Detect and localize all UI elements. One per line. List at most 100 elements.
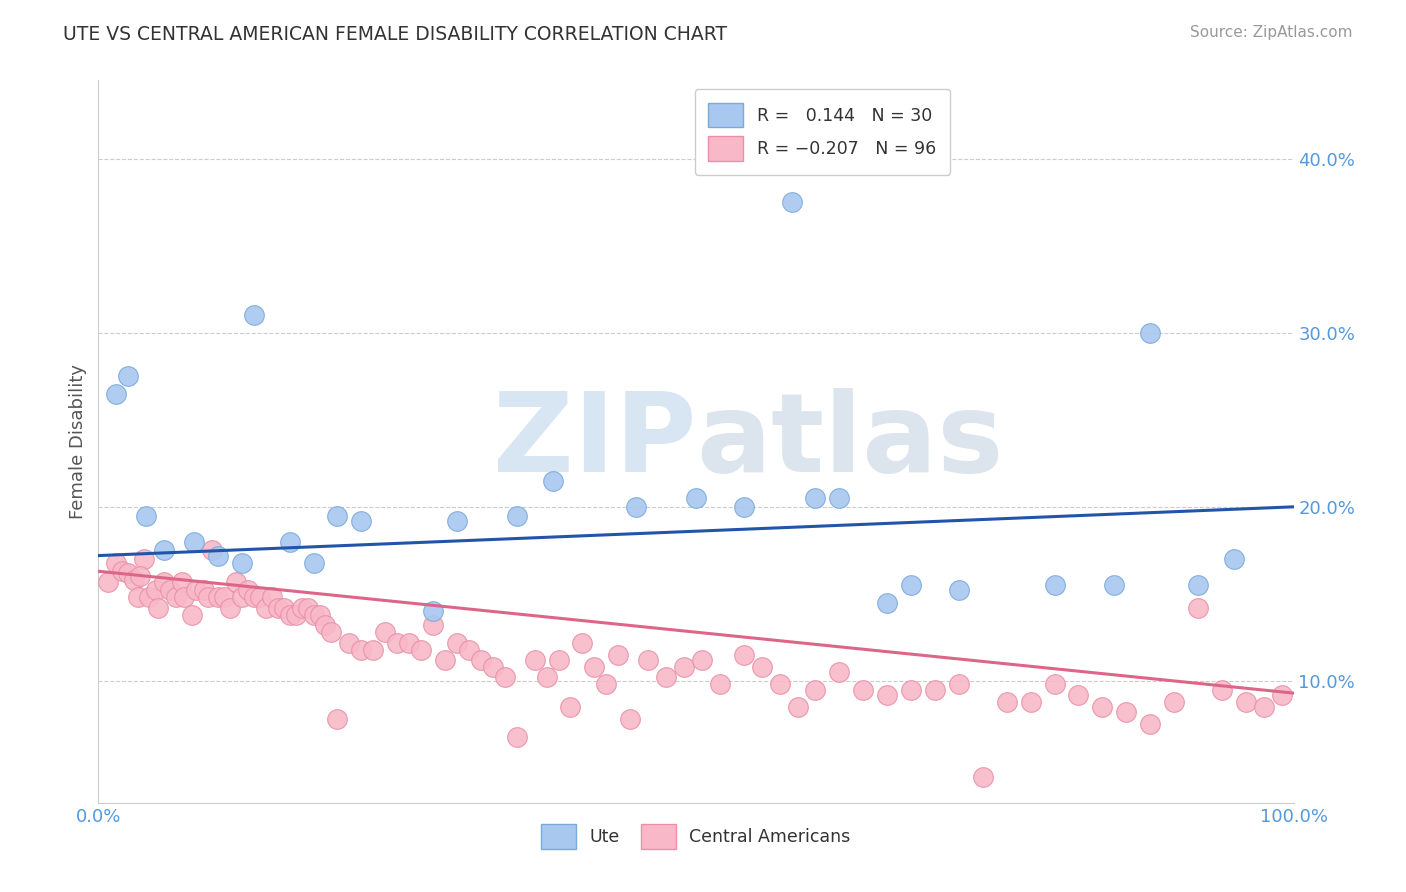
Point <box>117 566 139 580</box>
Point <box>302 556 325 570</box>
Point <box>422 618 444 632</box>
Point <box>172 574 194 589</box>
Point <box>972 770 994 784</box>
Text: Source: ZipAtlas.com: Source: ZipAtlas.com <box>1189 25 1353 40</box>
Point <box>481 660 505 674</box>
Point <box>105 386 128 401</box>
Point <box>411 642 433 657</box>
Point <box>733 648 755 662</box>
Point <box>422 604 444 618</box>
Point <box>1019 695 1042 709</box>
Point <box>673 660 696 674</box>
Point <box>186 583 208 598</box>
Point <box>948 583 970 598</box>
Point <box>506 508 529 523</box>
Point <box>374 625 396 640</box>
Point <box>363 642 385 657</box>
Point <box>804 491 827 505</box>
Point <box>1223 552 1246 566</box>
Point <box>852 682 875 697</box>
Point <box>219 600 242 615</box>
Point <box>619 712 641 726</box>
Point <box>828 491 851 505</box>
Point <box>267 600 290 615</box>
Point <box>273 600 295 615</box>
Point <box>1211 682 1233 697</box>
Point <box>197 591 219 605</box>
Point <box>193 583 215 598</box>
Point <box>212 591 235 605</box>
Point <box>560 700 582 714</box>
Text: ZIP: ZIP <box>492 388 696 495</box>
Point <box>1187 578 1209 592</box>
Point <box>315 618 337 632</box>
Point <box>733 500 755 514</box>
Point <box>900 578 922 592</box>
Point <box>1271 688 1294 702</box>
Point <box>135 508 157 523</box>
Point <box>547 653 569 667</box>
Point <box>1253 700 1275 714</box>
Point <box>159 583 181 598</box>
Point <box>1163 695 1185 709</box>
Point <box>494 670 516 684</box>
Point <box>243 591 266 605</box>
Point <box>655 670 678 684</box>
Text: atlas: atlas <box>696 388 1004 495</box>
Point <box>326 712 349 726</box>
Point <box>207 549 229 563</box>
Point <box>637 653 659 667</box>
Point <box>876 688 898 702</box>
Point <box>995 695 1018 709</box>
Point <box>207 591 229 605</box>
Point <box>124 573 146 587</box>
Point <box>97 574 120 589</box>
Point <box>924 682 946 697</box>
Point <box>350 642 373 657</box>
Point <box>1091 700 1114 714</box>
Point <box>1139 717 1161 731</box>
Point <box>583 660 606 674</box>
Point <box>350 514 373 528</box>
Point <box>768 677 790 691</box>
Point <box>243 308 266 322</box>
Point <box>536 670 558 684</box>
Point <box>132 552 155 566</box>
Point <box>173 591 195 605</box>
Point <box>571 635 593 649</box>
Point <box>690 653 713 667</box>
Point <box>284 607 307 622</box>
Point <box>685 491 707 505</box>
Point <box>321 625 343 640</box>
Point <box>626 500 648 514</box>
Point <box>326 508 349 523</box>
Point <box>446 514 468 528</box>
Point <box>236 583 259 598</box>
Point <box>1234 695 1257 709</box>
Point <box>339 635 361 649</box>
Point <box>1187 600 1209 615</box>
Point <box>1115 706 1137 720</box>
Point <box>523 653 546 667</box>
Point <box>127 591 149 605</box>
Point <box>231 591 253 605</box>
Point <box>1067 688 1090 702</box>
Point <box>183 534 205 549</box>
Point <box>786 700 808 714</box>
Point <box>385 635 409 649</box>
Point <box>180 607 202 622</box>
Point <box>1139 326 1161 340</box>
Point <box>111 564 134 578</box>
Point <box>948 677 970 691</box>
Point <box>308 607 330 622</box>
Point <box>231 556 253 570</box>
Point <box>446 635 468 649</box>
Point <box>105 556 128 570</box>
Point <box>153 574 176 589</box>
Y-axis label: Female Disability: Female Disability <box>69 364 87 519</box>
Point <box>254 600 277 615</box>
Point <box>434 653 457 667</box>
Point <box>1043 578 1066 592</box>
Point <box>398 635 420 649</box>
Point <box>900 682 922 697</box>
